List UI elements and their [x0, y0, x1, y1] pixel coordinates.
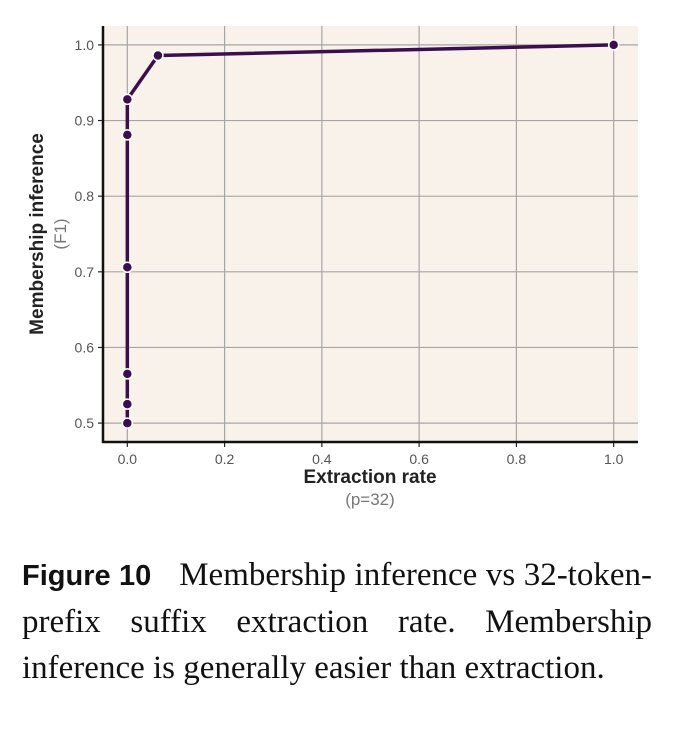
data-point [121, 93, 134, 106]
caption-text: Membership inference vs 32-token-prefix … [22, 557, 652, 686]
data-point [121, 368, 134, 380]
y-tick-label: 0.5 [75, 415, 95, 431]
y-axis-subtitle: (F1) [51, 218, 70, 249]
y-tick-label: 0.8 [75, 188, 95, 204]
x-tick-label: 0.4 [312, 451, 332, 467]
data-point [121, 261, 134, 274]
plot-background [103, 26, 638, 442]
chart: 0.0 0.2 0.4 0.6 0.8 1.0 0.5 0.6 0.7 0.8 0.9 1.0 Ext… [27, 26, 638, 509]
x-tick-label: 1.0 [604, 451, 624, 467]
x-tick-label: 0.6 [409, 451, 429, 467]
data-point [607, 39, 620, 51]
y-axis-title: Membership inference [27, 133, 48, 335]
y-tick-label: 0.9 [75, 113, 95, 129]
data-point [152, 49, 164, 62]
y-tick-label: 0.6 [75, 339, 95, 355]
series [121, 39, 620, 429]
y-tick-label: 0.7 [75, 264, 95, 280]
x-axis-subtitle: (p=32) [345, 490, 395, 509]
tick-labels: 0.0 0.2 0.4 0.6 0.8 1.0 0.5 0.6 0.7 0.8 0.9 1.0 [75, 37, 624, 467]
x-tick-label: 0.8 [507, 451, 527, 467]
x-axis-title: Extraction rate [303, 467, 436, 488]
data-point [121, 129, 134, 141]
y-tick-label: 1.0 [75, 37, 95, 53]
data-point [121, 398, 134, 410]
axes [101, 26, 638, 444]
x-tick-label: 0.0 [118, 451, 138, 467]
figure-caption: Figure 10 Membership inference vs 32-toke… [22, 552, 652, 691]
x-tick-label: 0.2 [215, 451, 235, 467]
figure-label: Figure 10 [22, 560, 152, 592]
data-point [121, 417, 134, 429]
